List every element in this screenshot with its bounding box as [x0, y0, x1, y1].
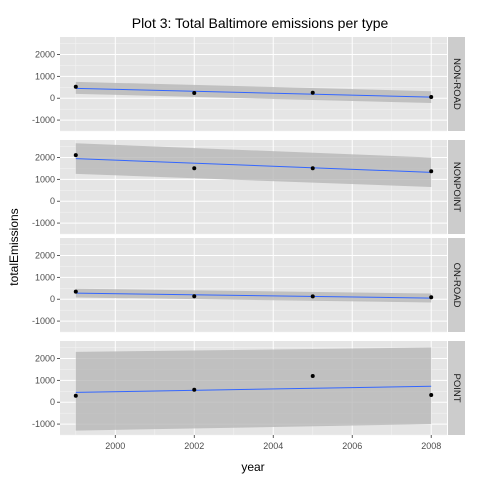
y-tick-label: 0 [50, 294, 55, 304]
facet-strip-label: NON-ROAD [451, 58, 462, 110]
facet-panel-nonpoint: -1000 0 1000 2000 NONPOINT [32, 140, 465, 234]
x-tick-label: 2006 [342, 441, 362, 451]
data-point [429, 295, 433, 299]
y-tick-label: 1000 [35, 375, 55, 385]
facet-panel-non-road: -1000 0 1000 2000 NON-ROAD [32, 37, 465, 131]
data-point [311, 374, 315, 378]
x-axis-label: year [241, 460, 264, 474]
y-tick-label: 2000 [35, 49, 55, 59]
y-tick-label: 1000 [35, 174, 55, 184]
y-tick-label: -1000 [32, 218, 55, 228]
x-tick-label: 2004 [263, 441, 283, 451]
y-tick-label: 0 [50, 93, 55, 103]
data-point [311, 91, 315, 95]
y-tick-label: 0 [50, 397, 55, 407]
data-point [192, 388, 196, 392]
y-tick-label: -1000 [32, 115, 55, 125]
data-point [429, 95, 433, 99]
data-point [429, 393, 433, 397]
y-tick-label: 2000 [35, 250, 55, 260]
x-tick-label: 2000 [105, 441, 125, 451]
facet-panel-on-road: -1000 0 1000 2000 ON-ROAD [32, 238, 465, 332]
y-tick-label: 0 [50, 196, 55, 206]
panel-background [60, 238, 447, 332]
y-tick-label: 2000 [35, 152, 55, 162]
facet-strip-label: NONPOINT [451, 162, 462, 212]
x-tick-label: 2008 [421, 441, 441, 451]
data-point [311, 294, 315, 298]
data-point [74, 85, 78, 89]
data-point [74, 153, 78, 157]
data-point [192, 294, 196, 298]
y-tick-label: -1000 [32, 419, 55, 429]
data-point [311, 166, 315, 170]
facet-panel-point: -1000 0 1000 2000 POINT [32, 341, 465, 435]
data-point [74, 290, 78, 294]
x-tick-label: 2002 [184, 441, 204, 451]
y-axis-label: totalEmissions [7, 208, 21, 285]
facet-panels: -1000 0 1000 2000 NON-ROAD -1000 0 1000 2000 NONP… [32, 37, 465, 435]
y-tick-label: 1000 [35, 272, 55, 282]
data-point [192, 166, 196, 170]
y-tick-label: 2000 [35, 353, 55, 363]
x-axis: 2000 2002 2004 2006 2008 [105, 435, 441, 451]
chart-title: Plot 3: Total Baltimore emissions per ty… [132, 15, 389, 31]
data-point [429, 169, 433, 173]
y-tick-label: -1000 [32, 316, 55, 326]
y-tick-label: 1000 [35, 71, 55, 81]
facet-strip-label: ON-ROAD [451, 263, 462, 308]
data-point [74, 394, 78, 398]
facet-strip-label: POINT [451, 373, 462, 402]
data-point [192, 91, 196, 95]
